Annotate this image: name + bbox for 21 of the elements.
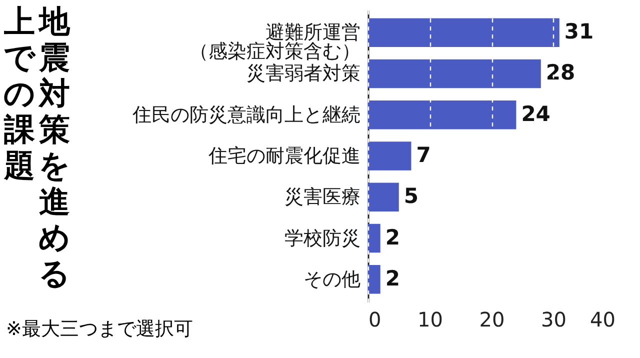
y-tick-label: その他 <box>304 268 360 290</box>
data-label: 28 <box>546 60 576 85</box>
y-tick-label: 災害弱者対策 <box>246 62 360 85</box>
y-tick-label: 住宅の耐震化促進 <box>208 145 360 167</box>
chart-title: 地震対策を進める上での課題 <box>4 4 70 292</box>
x-tick-label: 10 <box>418 308 443 332</box>
data-label: 5 <box>404 184 418 208</box>
text: ※最大三つまで選択可 <box>6 316 193 342</box>
x-tick-label: 0 <box>368 308 382 332</box>
data-label: 7 <box>416 143 431 167</box>
x-tick-label: 20 <box>479 308 505 332</box>
x-tick-label: 40 <box>590 308 616 332</box>
y-tick-label: 災害医療 <box>284 186 360 208</box>
y-tick-label: 避難所運営（感染症対策含む） <box>190 22 360 63</box>
y-tick-label: 学校防災 <box>284 227 360 250</box>
data-label: 2 <box>385 225 400 250</box>
data-label: 24 <box>521 102 550 126</box>
data-label: 31 <box>564 20 594 44</box>
data-label: 2 <box>385 266 400 290</box>
x-tick-label: 30 <box>541 308 566 332</box>
y-tick-label: 住民の防災意識向上と継続 <box>132 104 360 126</box>
